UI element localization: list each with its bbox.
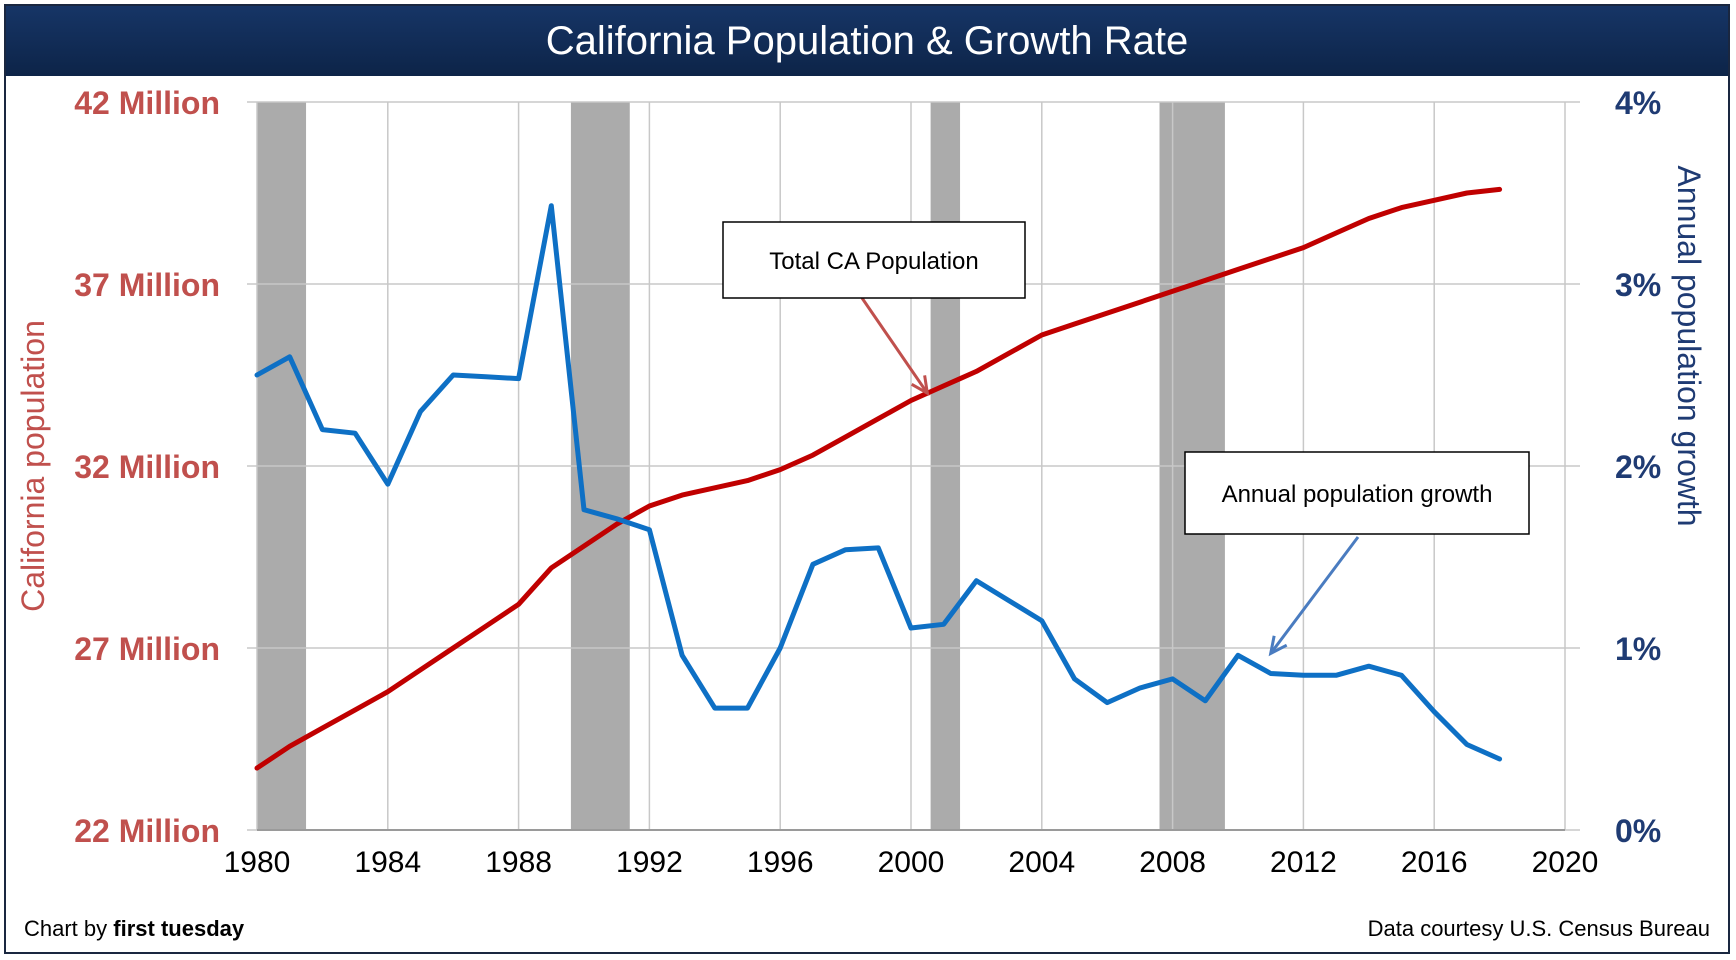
x-tick-label-1992: 1992 bbox=[616, 846, 683, 879]
data-source: Data courtesy U.S. Census Bureau bbox=[1367, 916, 1710, 941]
x-tick-label-1996: 1996 bbox=[747, 846, 814, 879]
y-left-tick-label-2: 32 Million bbox=[74, 449, 220, 485]
y-left-tick-label-4: 42 Million bbox=[74, 85, 220, 121]
y-right-tick-label-4: 4% bbox=[1615, 85, 1661, 121]
series-lines bbox=[254, 186, 1503, 771]
x-tick-label-1980: 1980 bbox=[224, 846, 291, 879]
annotation-label-1: Annual population growth bbox=[1222, 481, 1493, 508]
annotations: Total CA Population Annual population gro… bbox=[722, 221, 1530, 657]
y-right-tick-label-1: 1% bbox=[1615, 631, 1661, 667]
annotation-arrowhead-1 bbox=[1268, 635, 1288, 657]
chart-credit: Chart by first tuesday bbox=[24, 916, 244, 942]
x-tick-label-1988: 1988 bbox=[485, 846, 552, 879]
x-tick-label-1984: 1984 bbox=[354, 846, 421, 879]
y-right-tick-label-3: 3% bbox=[1615, 267, 1661, 303]
y-left-tick-label-1: 27 Million bbox=[74, 631, 220, 667]
x-tick-label-2004: 2004 bbox=[1008, 846, 1075, 879]
x-tick-label-2008: 2008 bbox=[1139, 846, 1206, 879]
annotation-label-0: Total CA Population bbox=[769, 248, 978, 275]
annotation-box-1 bbox=[1184, 451, 1530, 535]
y-right-tick-label-0: 0% bbox=[1615, 813, 1661, 849]
x-tick-label-2000: 2000 bbox=[878, 846, 945, 879]
chart-title: California Population & Growth Rate bbox=[6, 6, 1728, 76]
chart-credit-name: first tuesday bbox=[113, 916, 245, 941]
annotation-box-0 bbox=[722, 221, 1026, 299]
annotation-arrowhead-0 bbox=[910, 375, 930, 397]
x-tick-label-2016: 2016 bbox=[1401, 846, 1468, 879]
annotation-arrow-1 bbox=[1269, 536, 1360, 655]
y-left-axis-title: California population bbox=[15, 320, 51, 612]
y-left-tick-label-3: 37 Million bbox=[74, 267, 220, 303]
series-line-1 bbox=[254, 203, 1503, 762]
series-line-0 bbox=[254, 186, 1503, 771]
chart-credit-prefix: Chart by bbox=[24, 916, 108, 941]
annotation-arrow-0 bbox=[860, 297, 929, 395]
y-left-tick-label-0: 22 Million bbox=[74, 813, 220, 849]
y-right-axis-title: Annual population growth bbox=[1671, 165, 1707, 526]
x-tick-label-2020: 2020 bbox=[1532, 846, 1599, 879]
y-right-tick-label-2: 2% bbox=[1615, 449, 1661, 485]
axes: 1980 1984 1988 1992 1996 2000 2004 2008 2012 2016… bbox=[15, 85, 1707, 879]
x-tick-label-2012: 2012 bbox=[1270, 846, 1337, 879]
